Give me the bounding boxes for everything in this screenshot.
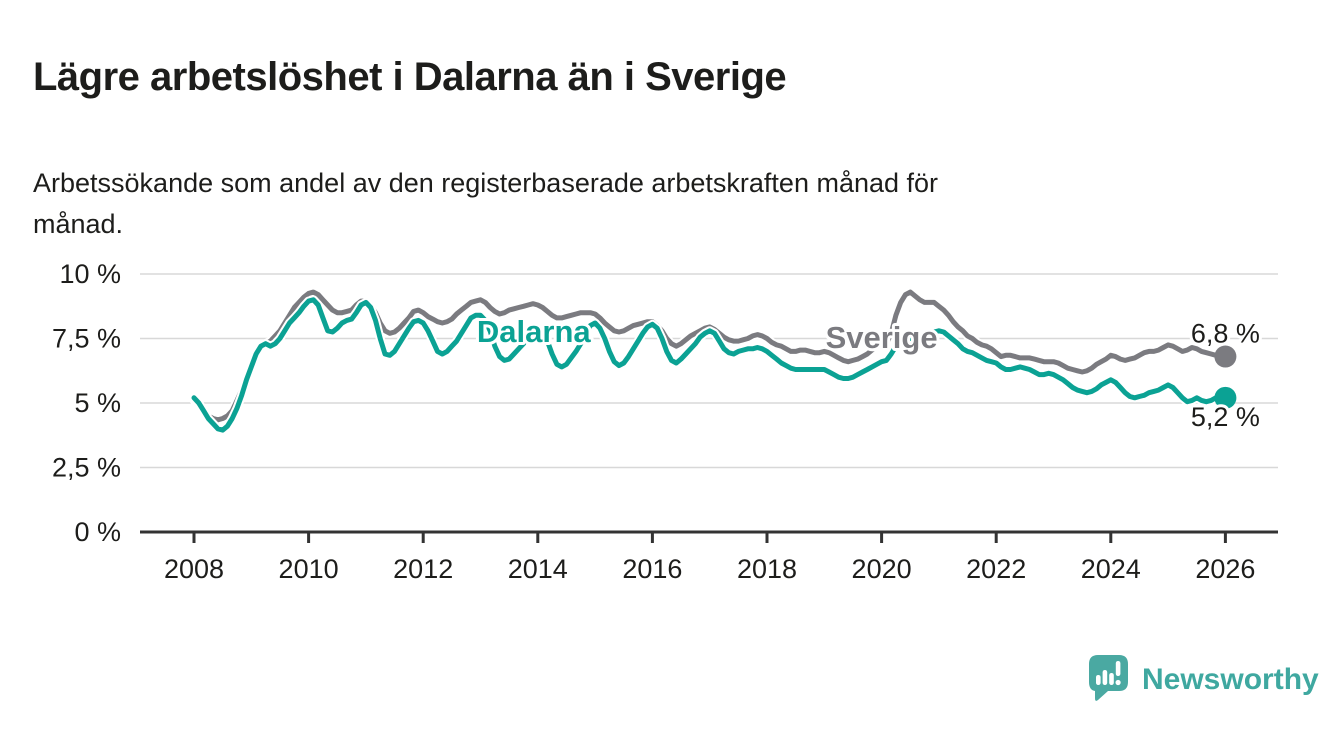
newsworthy-logo-text: Newsworthy [1142,662,1319,696]
bar-2 [1102,670,1108,685]
subtitle-line-2: månad. [33,209,124,240]
bar-3 [1109,673,1114,685]
exclamation-stem [1115,661,1121,676]
x-axis-label: 2008 [164,554,224,584]
newsworthy-logo: Newsworthy [1086,654,1319,705]
y-axis-label: 7,5 % [52,324,121,354]
x-axis-label: 2018 [737,554,797,584]
x-axis-label: 2010 [279,554,339,584]
y-axis-label: 10 % [59,259,121,289]
x-axis-label: 2020 [852,554,912,584]
dalarna-line [191,297,1228,433]
x-axis-label: 2016 [622,554,682,584]
x-axis-label: 2014 [508,554,568,584]
bar-1 [1096,675,1101,685]
y-axis-label: 0 % [74,517,121,547]
chart-subtitle: Arbetssökande som andel av den registerb… [33,163,938,245]
x-axis-label: 2026 [1195,554,1255,584]
dalarna-series-label: Dalarna [477,314,591,349]
x-axis-label: 2022 [966,554,1026,584]
sverige-end-dot [1214,345,1237,368]
exclamation-dot [1115,679,1121,686]
page-title: Lägre arbetslöshet i Dalarna än i Sverig… [33,54,787,99]
y-axis-label: 5 % [74,388,121,418]
y-axis-label: 2,5 % [52,453,121,483]
x-axis-label: 2012 [393,554,453,584]
sverige-series-label: Sverige [826,320,938,355]
x-axis-label: 2024 [1081,554,1141,584]
line-chart: 0 % 2,5 % 5 % 7,5 % 10 % 2008 2010 2012 2014 2016… [52,259,1278,584]
subtitle-line-1: Arbetssökande som andel av den registerb… [33,168,939,198]
speech-bubble-shape [1089,655,1128,701]
sverige-line [191,289,1228,423]
dalarna-end-dot [1214,386,1237,409]
newsworthy-logo-icon [1089,655,1128,701]
dalarna-end-value-label: 5,2 % [1191,402,1260,432]
sverige-end-value-label: 6,8 % [1191,319,1260,349]
